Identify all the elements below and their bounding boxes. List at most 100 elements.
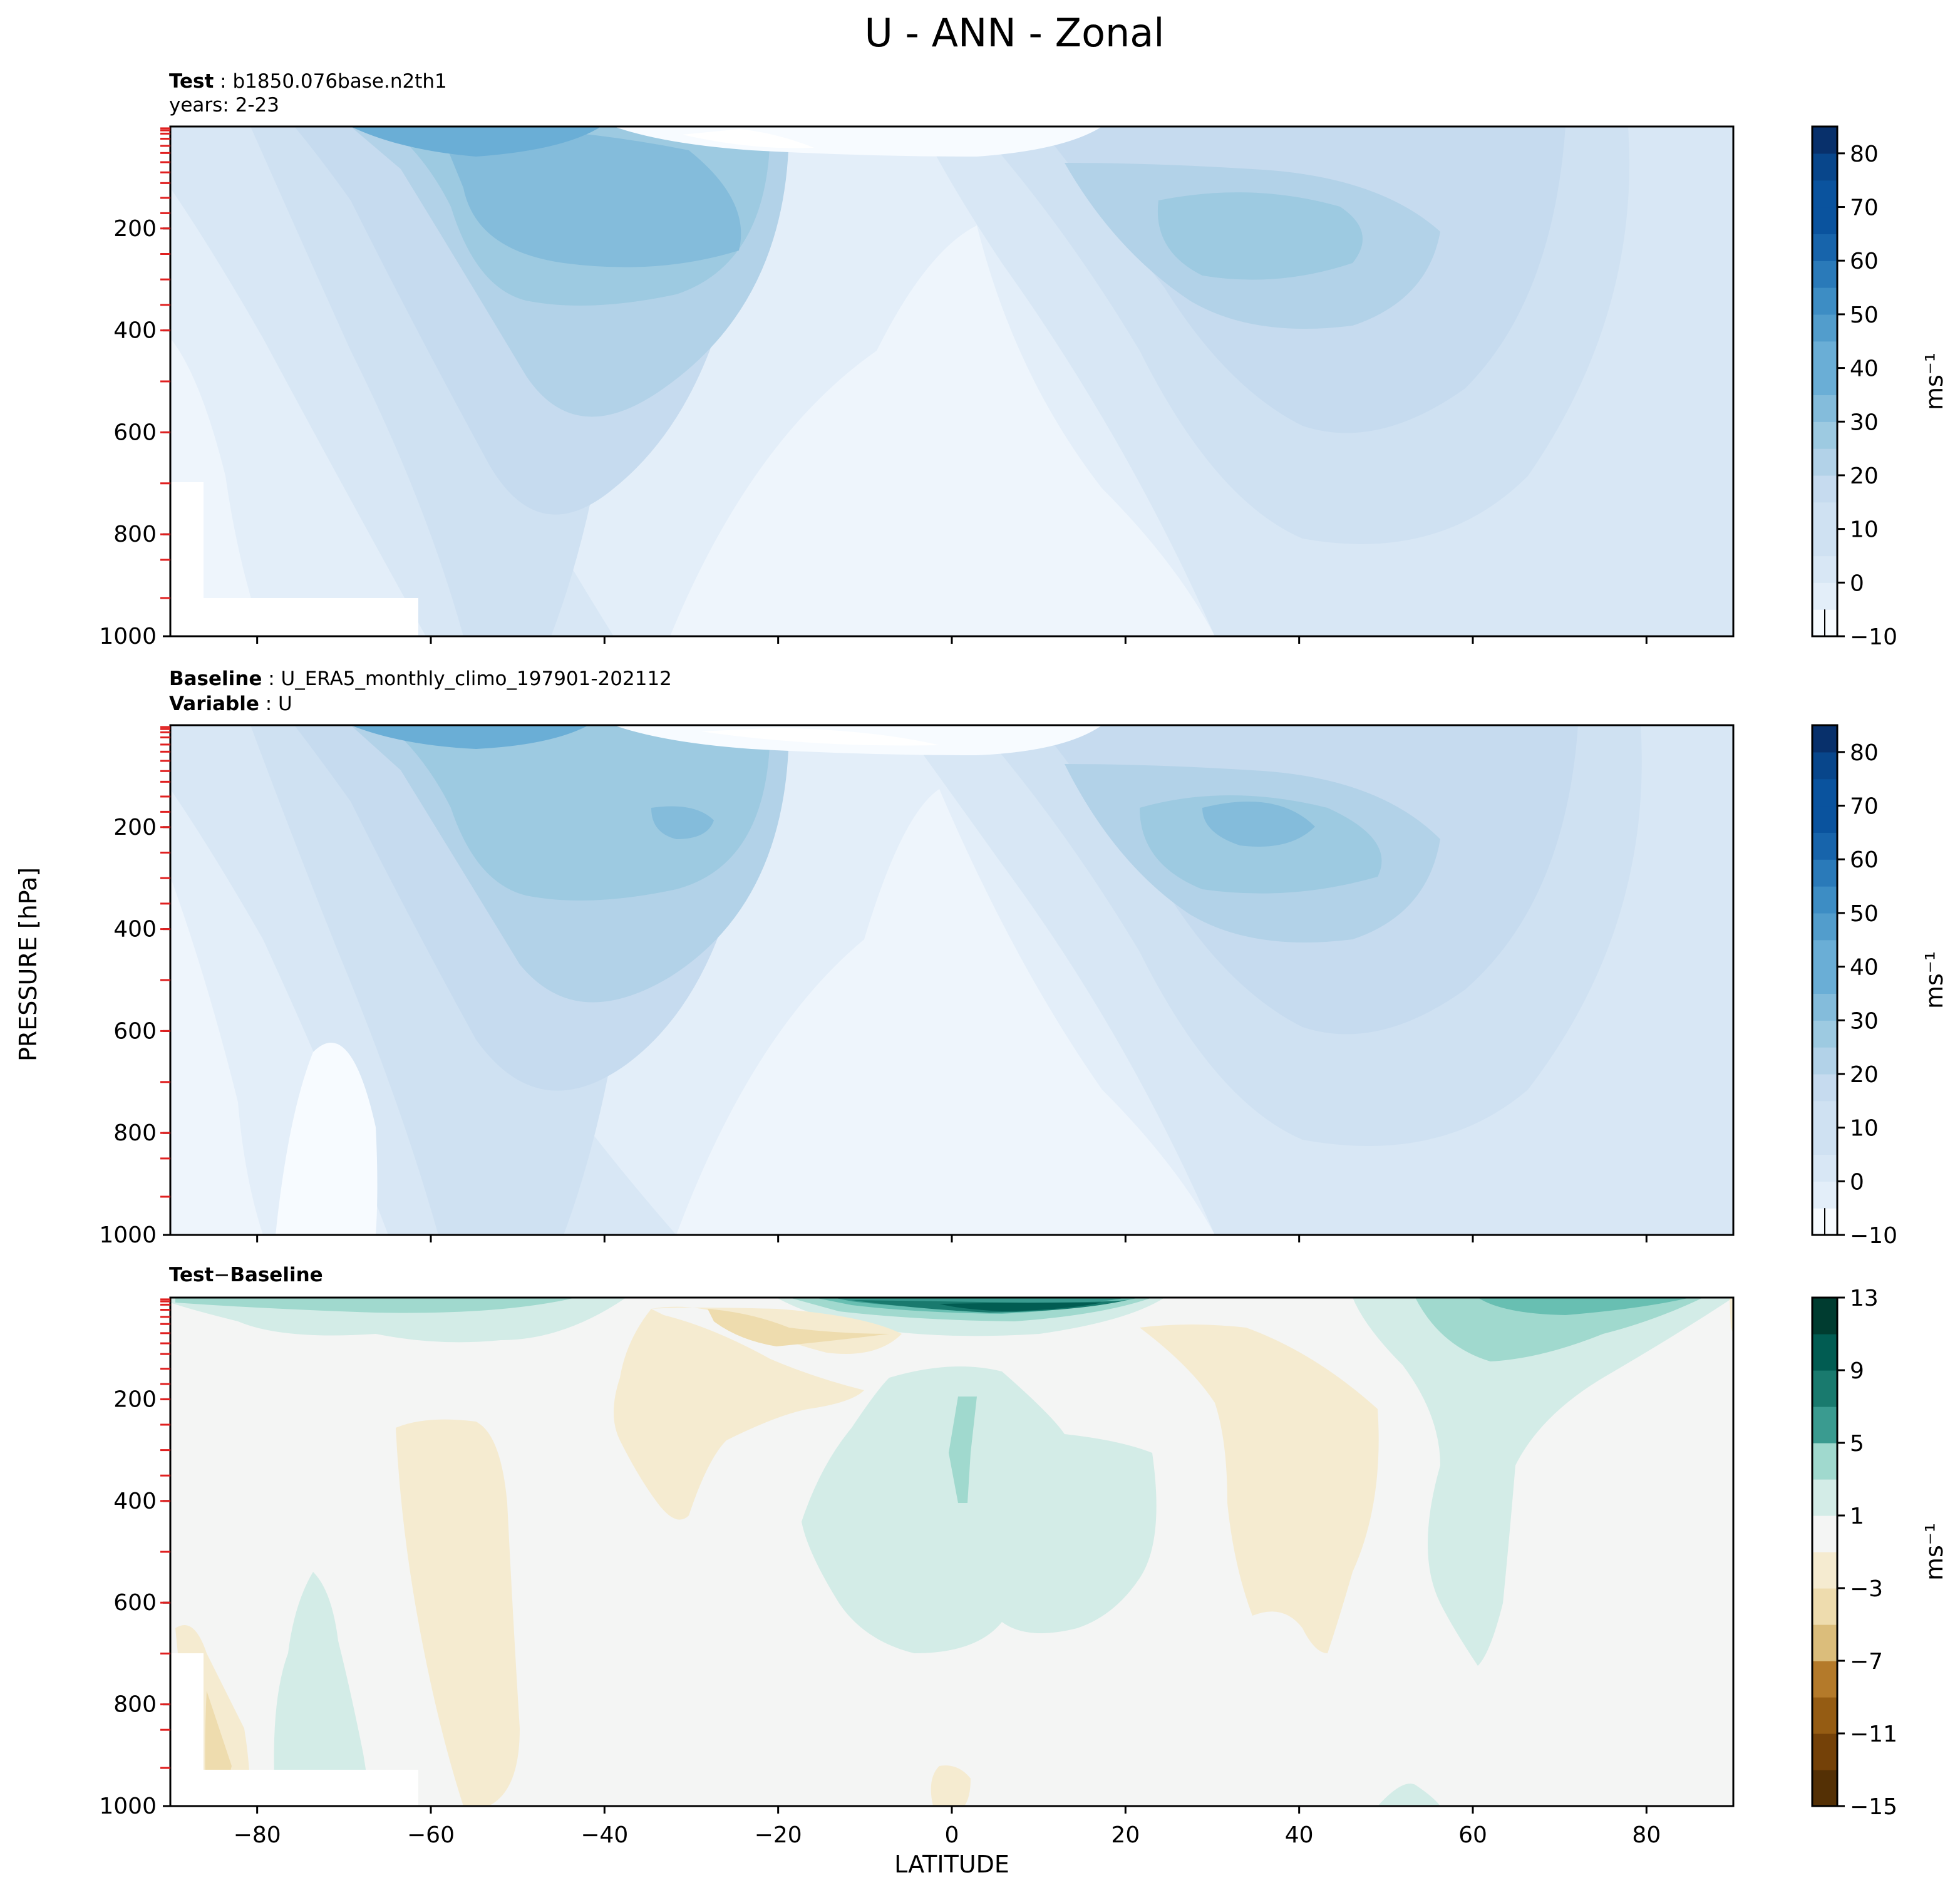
y-tick-label: 200: [113, 216, 157, 242]
y-tick-label: 600: [113, 420, 157, 445]
colorbar-swatch: [1812, 582, 1837, 610]
x-tick-label: −80: [234, 1822, 281, 1848]
x-tick-label: 80: [1632, 1822, 1661, 1848]
panel-test-field: [170, 126, 1733, 636]
figure-title: U - ANN - Zonal: [864, 10, 1164, 56]
colorbar-swatch: [1812, 529, 1837, 557]
colorbar-frame: [1811, 1296, 1839, 1807]
y-axis-title: PRESSURE [hPa]: [14, 867, 42, 1061]
contour-polar-patch: [276, 1043, 378, 1235]
y-tick-label: 800: [113, 1692, 157, 1718]
colorbar-tick-label: −10: [1850, 624, 1897, 650]
x-tick-label: −40: [580, 1822, 628, 1848]
colorbar-swatch: [1812, 1181, 1837, 1209]
colorbar-swatch: [1812, 1407, 1837, 1443]
y-tick-label: 400: [113, 917, 157, 942]
contour-sh-30: [388, 725, 770, 901]
colorbar-swatch: [1812, 421, 1837, 449]
colorbar-tick-label: −3: [1850, 1576, 1883, 1602]
colorbar-tick-label: 30: [1850, 410, 1879, 435]
contour-pos-11-strat-eq: [939, 1303, 1102, 1311]
y-tick-label: 600: [113, 1590, 157, 1616]
contour-pos-3-strat-sh: [175, 1298, 576, 1313]
colorbar-swatch: [1812, 180, 1837, 208]
contour-sh-polar-low: [170, 877, 263, 1235]
panel-test-level-ticks: [160, 127, 170, 599]
colorbar-tick-label: 80: [1850, 740, 1879, 766]
colorbar-swatch: [1812, 555, 1837, 583]
x-tick-label: 60: [1458, 1822, 1487, 1848]
contour-strat-zero: [701, 728, 939, 746]
colorbar-tick-label: −11: [1850, 1722, 1897, 1747]
colorbar-tick-label: 70: [1850, 195, 1879, 221]
colorbar-tick-label: 80: [1850, 142, 1879, 167]
colorbar-swatch: [1812, 1334, 1837, 1371]
x-tick-label: 0: [945, 1822, 959, 1848]
colorbar-swatch: [1812, 1624, 1837, 1661]
colorbar-swatch: [1812, 395, 1837, 422]
colorbar-swatch: [1812, 993, 1837, 1021]
colorbar-tick-label: 9: [1850, 1358, 1864, 1384]
colorbar-tick-label: 5: [1850, 1431, 1864, 1457]
colorbar-swatch: [1812, 1588, 1837, 1625]
panel-baseline-colorbar-label: ms⁻¹: [1921, 951, 1948, 1009]
panel-baseline-title-label: Baseline: [169, 668, 262, 690]
colorbar-swatch: [1812, 341, 1837, 369]
colorbar-swatch: [1812, 886, 1837, 914]
colorbar-swatch: [1812, 805, 1837, 833]
colorbar-swatch: [1812, 261, 1837, 288]
panel-baseline-y-ticks: 200 400 600 800 1000: [99, 815, 170, 1248]
colorbar-tick-label: 10: [1850, 1116, 1879, 1142]
contour-eq-5: [670, 225, 1215, 636]
colorbar-tick-label: 20: [1850, 463, 1879, 489]
colorbar-swatch: [1812, 126, 1837, 154]
y-tick-label: 800: [113, 522, 157, 547]
panel-test-colorbar-label: ms⁻¹: [1921, 353, 1948, 410]
colorbar-tick-label: 40: [1850, 955, 1879, 981]
contour-neg-1-eq-surface: [931, 1765, 971, 1806]
contour-neg-1-sh-mid: [396, 1419, 520, 1806]
contour-pos-1-nh-high: [1353, 1298, 1733, 1666]
y-tick-label: 400: [113, 318, 157, 344]
contour-pos-1-trop: [802, 1366, 1157, 1653]
colorbar-tick-label: 1: [1850, 1504, 1864, 1529]
colorbar-swatch: [1812, 1443, 1837, 1480]
colorbar-swatch: [1812, 778, 1837, 807]
panel-test-title-line1: Test : b1850.076base.n2th1: [169, 70, 447, 93]
contour-sh-35: [438, 126, 741, 267]
y-tick-label: 400: [113, 1489, 157, 1514]
contour-pos-1-sh-lower: [274, 1572, 369, 1806]
colorbar-swatch: [1812, 939, 1837, 968]
colorbar-tick-label: −15: [1850, 1794, 1897, 1820]
contour-pos-1-nh-surface: [1378, 1784, 1440, 1806]
colorbar-swatch: [1812, 1073, 1837, 1102]
panel-difference-minus: −: [214, 1264, 230, 1286]
y-tick-label: 1000: [99, 1222, 157, 1248]
y-tick-label: 1000: [99, 1794, 157, 1819]
colorbar-swatch: [1812, 1697, 1837, 1734]
colorbar-tick-label: 50: [1850, 901, 1879, 927]
panel-difference-x-ticks: −80 −60 −40 −20 0 20 40 60 80: [234, 1806, 1661, 1848]
panel-baseline-dataset: U_ERA5_monthly_climo_197901-202112: [281, 668, 672, 690]
contour-sh-strat: [351, 725, 589, 749]
topography-masked: [170, 482, 418, 636]
colorbar-swatch: [1812, 1100, 1837, 1128]
colorbar-swatch: [1812, 1370, 1837, 1407]
x-tick-label: 40: [1285, 1822, 1314, 1848]
contour-neg-1-nh-mid: [1140, 1324, 1379, 1653]
colorbar-swatch: [1812, 314, 1837, 342]
colorbar-swatch: [1812, 1047, 1837, 1075]
colorbar-swatch: [1812, 1515, 1837, 1552]
colorbar-tick-label: 60: [1850, 847, 1879, 873]
panel-test-case: b1850.076base.n2th1: [232, 70, 446, 93]
colorbar-swatch: [1812, 153, 1837, 181]
panel-baseline-x-ticks: [256, 1235, 1648, 1242]
panel-baseline-title-line2: Variable : U: [169, 693, 292, 715]
panel-difference: Test−Baseline: [99, 1264, 1948, 1848]
x-tick-label: −60: [407, 1822, 455, 1848]
panel-test: Test : b1850.076base.n2th1 years: 2-23: [99, 70, 1948, 650]
colorbar-swatch: [1812, 1733, 1837, 1770]
panel-baseline-level-ticks: [160, 726, 170, 1198]
colorbar-swatch: [1812, 912, 1837, 941]
